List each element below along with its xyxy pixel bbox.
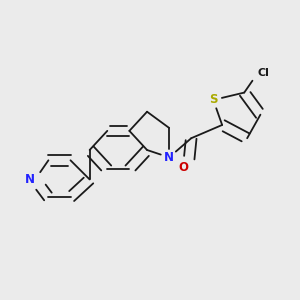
Text: O: O xyxy=(178,161,188,174)
Text: N: N xyxy=(164,151,174,164)
Text: Cl: Cl xyxy=(257,68,269,78)
Text: N: N xyxy=(25,173,35,186)
Text: S: S xyxy=(209,93,218,106)
